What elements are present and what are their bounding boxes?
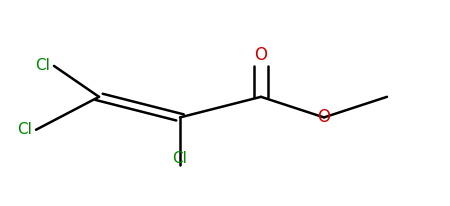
Text: O: O: [318, 108, 330, 126]
Text: Cl: Cl: [35, 59, 50, 73]
Text: Cl: Cl: [17, 122, 32, 137]
Text: Cl: Cl: [172, 151, 188, 166]
Text: O: O: [255, 46, 267, 64]
